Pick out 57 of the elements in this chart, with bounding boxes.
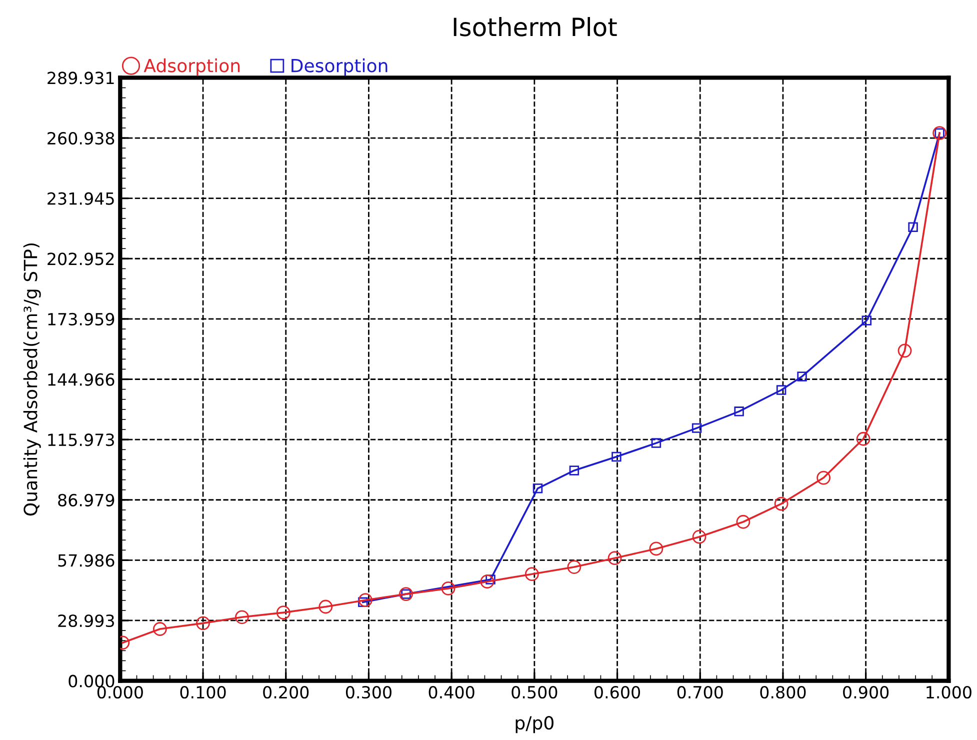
point <box>480 574 494 589</box>
point <box>797 372 807 382</box>
y-tick-label: 86.979 <box>58 494 114 506</box>
y-tick-label: 260.938 <box>48 132 114 145</box>
y-tick-label: 0.000 <box>68 674 114 688</box>
y-axis-title: Quantity Adsorbed(cm³/g STP) <box>23 243 41 516</box>
y-tick-label: 144.966 <box>48 373 114 386</box>
point <box>898 344 912 358</box>
x-tick-label: 0.900 <box>843 686 889 699</box>
point <box>358 593 372 608</box>
x-tick-label: 0.100 <box>180 686 226 699</box>
point <box>856 432 870 446</box>
point <box>152 622 167 636</box>
point <box>196 616 210 630</box>
y-tick-label: 115.973 <box>48 434 114 446</box>
point <box>908 222 918 232</box>
x-tick-label: 0.700 <box>677 686 723 699</box>
point <box>692 530 706 544</box>
point <box>692 423 702 433</box>
point <box>524 567 539 582</box>
point <box>276 606 290 620</box>
point <box>567 560 582 574</box>
x-tick-label: 1.000 <box>926 686 972 699</box>
x-tick-label: 0.200 <box>263 686 309 699</box>
legend-label: Desorption <box>292 58 388 76</box>
point <box>776 385 786 395</box>
x-tick-label: 0.800 <box>760 686 806 699</box>
x-tick-label: 0.400 <box>428 686 474 699</box>
point <box>774 496 788 511</box>
point <box>532 484 543 494</box>
point <box>649 542 664 556</box>
point <box>441 581 456 596</box>
x-tick-label: 0.000 <box>97 686 143 699</box>
point <box>235 610 249 624</box>
x-tick-label: 0.600 <box>594 686 640 699</box>
y-tick-label: 202.952 <box>48 252 114 266</box>
chart-title: Isotherm Plot <box>454 17 617 36</box>
point <box>399 587 413 602</box>
point <box>862 316 872 326</box>
point <box>734 406 744 416</box>
y-tick-label: 289.931 <box>48 72 114 84</box>
point <box>816 470 831 485</box>
point <box>651 438 662 448</box>
y-tick-label: 173.959 <box>48 312 114 326</box>
legend-label: Adsorption <box>144 58 240 76</box>
point <box>932 126 946 140</box>
x-axis-title: p/p0 <box>516 716 554 734</box>
point <box>612 452 622 462</box>
point <box>608 551 622 566</box>
x-tick-label: 0.500 <box>512 686 558 699</box>
y-tick-label: 231.945 <box>48 192 114 205</box>
point <box>569 466 580 476</box>
y-tick-label: 28.993 <box>58 614 114 628</box>
x-tick-label: 0.300 <box>346 686 392 699</box>
point <box>736 514 750 529</box>
point <box>318 600 333 614</box>
y-tick-label: 57.986 <box>58 554 114 567</box>
